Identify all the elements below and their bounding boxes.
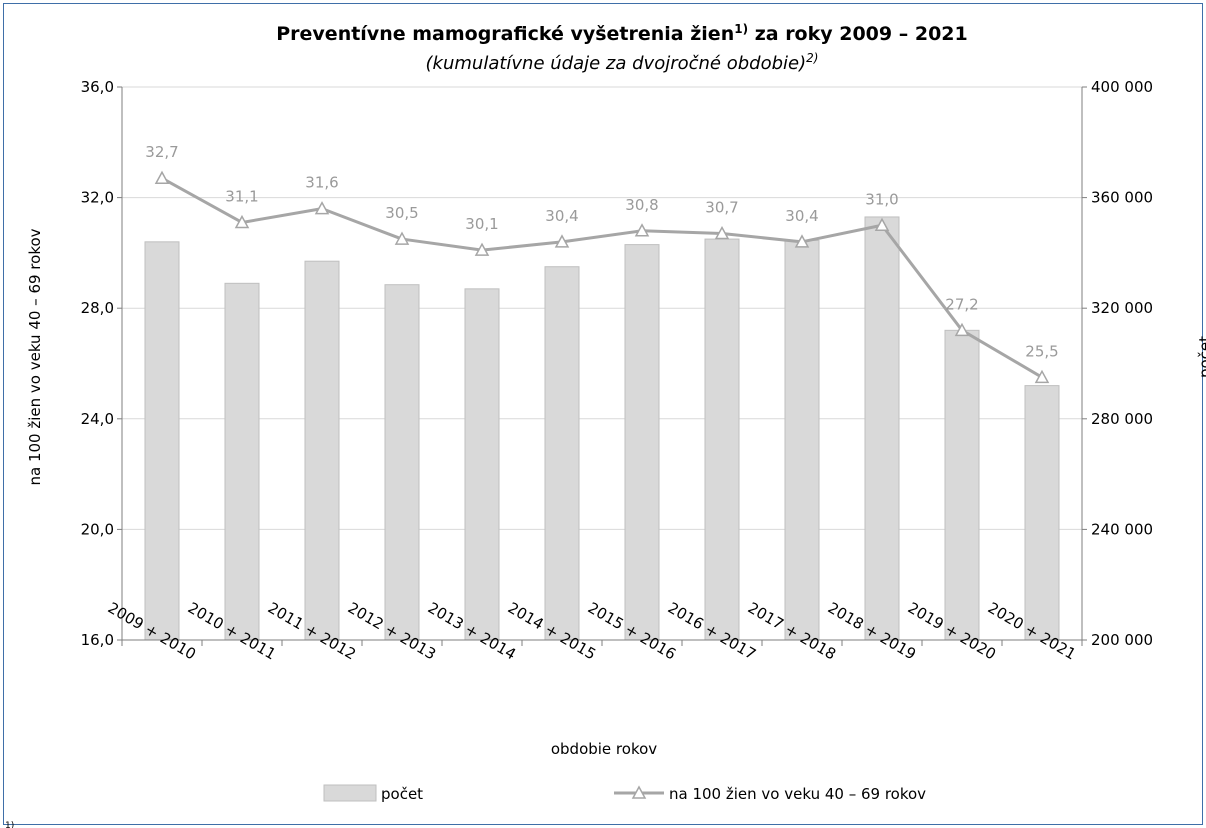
bar [464,288,500,641]
bar [544,266,580,641]
bar [224,282,260,641]
chart-frame [3,3,1203,825]
right-tick-label: 280 000 [1091,410,1153,428]
data-label: 30,1 [465,215,498,233]
legend-line-marker [631,785,647,799]
right-tick-label: 200 000 [1091,631,1153,649]
right-axis-ticks: 200 000 240 000 280 000 320 000 360 000 400 0… [1091,78,1153,649]
legend-bar-label: počet [381,785,423,803]
line-marker [1034,369,1050,384]
data-label: 27,2 [945,295,978,313]
line-marker [954,322,970,337]
bar [624,244,660,641]
line-marker [714,225,730,240]
legend-bar-swatch [323,784,377,802]
line-marker [634,223,650,237]
line-marker [874,217,890,231]
bar [944,329,980,641]
chart-title: Preventívne mamografické vyšetrenia žien… [276,22,968,45]
series-line [161,176,1043,379]
bar [704,238,740,641]
data-label: 30,7 [705,199,738,217]
x-axis-label: obdobie rokov [551,740,657,758]
legend: počet na 100 žien vo veku 40 – 69 rokov [323,784,926,803]
right-tick-label: 360 000 [1091,189,1153,207]
data-label: 32,7 [145,143,178,161]
right-axis-label: počet [1196,336,1206,378]
line-marker [554,234,570,248]
line-marker [314,201,330,215]
legend-line-label: na 100 žien vo veku 40 – 69 rokov [669,785,926,803]
data-label: 31,1 [225,187,258,205]
bar [864,216,900,641]
left-tick-label: 36,0 [81,78,114,96]
data-label: 30,4 [545,207,578,225]
footnote-mark: 1) [5,821,14,828]
right-tick-label: 240 000 [1091,520,1153,538]
left-tick-label: 24,0 [81,410,114,428]
line-marker [234,214,250,229]
line-marker [474,242,490,256]
left-tick-label: 16,0 [81,631,114,649]
bar-series [144,216,1060,641]
data-label: 30,8 [625,196,658,214]
bar [144,241,180,641]
left-tick-label: 32,0 [81,189,114,207]
data-label: 30,4 [785,207,818,225]
left-tick-label: 20,0 [81,520,114,538]
line-marker [154,170,170,184]
data-label: 31,0 [865,190,898,208]
left-tick-label: 28,0 [81,299,114,317]
axes [117,86,1087,646]
left-axis-ticks: 16,0 20,0 24,0 28,0 32,0 36,0 [81,78,114,649]
bar [384,284,420,641]
bar [784,239,820,641]
bar [1024,385,1060,641]
line-marker [794,234,810,248]
left-axis-label: na 100 žien vo veku 40 – 69 rokov [26,228,44,485]
chart-subtitle: (kumulatívne údaje za dvojročné obdobie)… [426,51,819,74]
line-series [154,170,1050,384]
right-tick-label: 320 000 [1091,299,1153,317]
gridlines [122,86,1082,530]
data-labels: 32,7 31,1 31,6 30,5 30,1 30,4 30,8 30,7 30,4 31,0… [145,143,1058,360]
data-label: 25,5 [1025,342,1058,360]
data-label: 31,6 [305,174,338,192]
right-tick-label: 400 000 [1091,78,1153,96]
bar [304,260,340,641]
line-marker [394,231,410,245]
data-label: 30,5 [385,204,418,222]
